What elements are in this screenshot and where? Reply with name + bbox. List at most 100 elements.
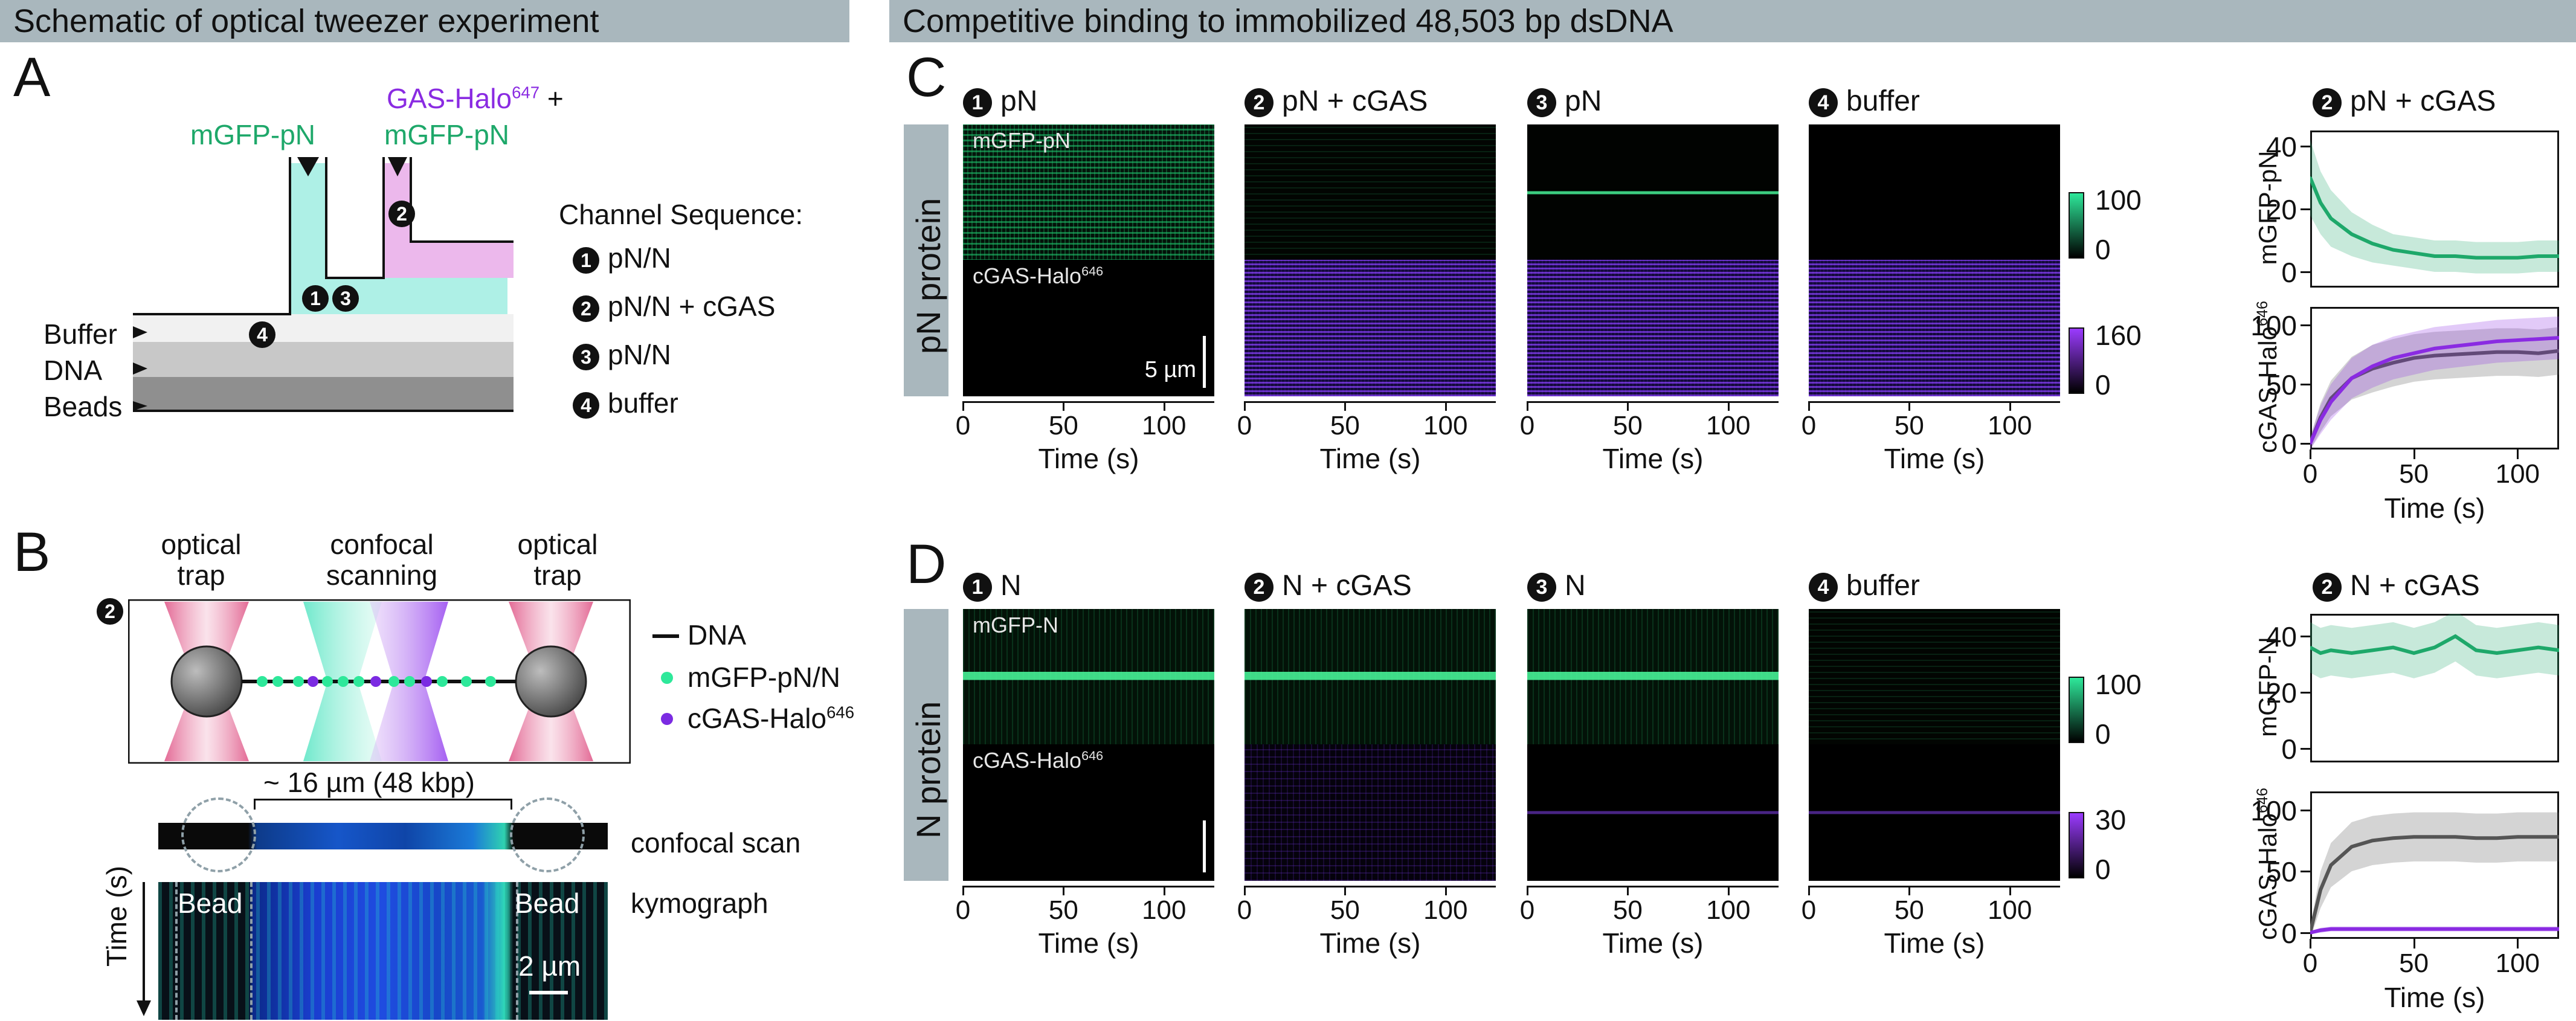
label-kymograph: kymograph xyxy=(631,887,768,919)
colorbar-purple xyxy=(2069,812,2084,878)
kymo-title-1: 1 pN xyxy=(963,85,1037,118)
channel-item-2: 2 pN/N + cGAS xyxy=(573,291,775,322)
data-point xyxy=(2319,929,2322,932)
x-tick-label: 100 xyxy=(1706,411,1751,440)
x-axis-3 xyxy=(1527,401,1779,403)
data-point xyxy=(2558,836,2559,839)
kymo-title-text-1: N xyxy=(1000,570,1022,602)
colorbar-green-min: 0 xyxy=(2095,718,2111,750)
x-axis-title-1: Time (s) xyxy=(1038,927,1139,959)
series-band-2 xyxy=(2310,316,2559,449)
data-point xyxy=(2350,845,2353,848)
legend-dna-line xyxy=(652,634,679,638)
flow-label-green-2: mGFP-pN xyxy=(384,119,509,150)
kymo-title-4: 4 buffer xyxy=(1809,569,1920,602)
y-tick xyxy=(2301,271,2310,273)
data-point xyxy=(2558,649,2559,652)
row-label: pN protein xyxy=(909,198,947,354)
scale-bar xyxy=(1203,336,1206,388)
data-point xyxy=(2310,931,2311,934)
x-tick xyxy=(1908,886,1911,895)
kymo-tag-purple: cGAS-Halo646 xyxy=(973,263,1103,289)
legend-green-dot xyxy=(661,672,673,684)
colorbar-purple-max: 30 xyxy=(2095,804,2127,836)
data-point xyxy=(2496,837,2498,840)
kymo-title-num-1: 1 xyxy=(963,88,992,118)
y-tick xyxy=(2301,146,2310,147)
kymo-green-4 xyxy=(1809,124,2060,261)
x-tick-label: 0 xyxy=(1801,895,1817,925)
data-point xyxy=(2319,651,2322,654)
colorbar-purple-max: 160 xyxy=(2095,320,2142,351)
colorbar-green-min: 0 xyxy=(2095,234,2111,265)
lane-dna: DNA xyxy=(43,355,103,386)
x-tick-label: 100 xyxy=(2495,949,2540,978)
x-tick xyxy=(1627,401,1629,411)
x-tick xyxy=(2310,449,2311,459)
x-tick-label: 100 xyxy=(1423,411,1468,440)
x-tick xyxy=(1808,401,1810,411)
x-axis-title: Time (s) xyxy=(2384,982,2485,1013)
bead-label-left: Bead xyxy=(178,887,243,919)
x-tick xyxy=(2517,449,2519,459)
row-band xyxy=(904,609,948,881)
x-tick-label: 100 xyxy=(1142,411,1187,440)
line-plot xyxy=(2310,791,2559,939)
row-band xyxy=(904,124,948,396)
x-tick xyxy=(2310,939,2311,949)
kymo-green-1: mGFP-pN xyxy=(963,124,1214,261)
x-axis-title-2: Time (s) xyxy=(1319,927,1421,959)
kymo-title-num-3: 3 xyxy=(1527,88,1556,118)
data-point xyxy=(2537,338,2540,341)
x-tick-label: 50 xyxy=(1894,895,1924,925)
x-axis-title-4: Time (s) xyxy=(1884,927,1985,959)
kymo-title-num-4: 4 xyxy=(1809,88,1838,118)
kymo-purple-1: cGAS-Halo646 xyxy=(963,744,1214,881)
data-point xyxy=(2475,649,2478,652)
data-point xyxy=(2433,347,2436,350)
kymo-purple-4 xyxy=(1809,744,2060,881)
x-tick xyxy=(1244,886,1246,895)
kymo-tag-purple-text: cGAS-Halo xyxy=(973,263,1082,288)
x-tick-label: 50 xyxy=(2399,459,2429,489)
y-tick-label: 0 xyxy=(2281,257,2297,288)
kymo-title-num-2: 2 xyxy=(1245,88,1274,118)
channel-text-4: buffer xyxy=(608,387,678,419)
marker-b-2: 2 xyxy=(97,598,123,625)
y-tick xyxy=(2301,809,2310,811)
time-axis-label: Time (s) xyxy=(101,866,132,967)
row-label: N protein xyxy=(909,701,947,839)
line-plot xyxy=(2310,130,2559,288)
series-line-1 xyxy=(2310,176,2559,260)
data-point xyxy=(2433,927,2436,930)
kymograph-image xyxy=(158,882,608,1020)
x-tick-label: 0 xyxy=(1519,895,1535,925)
data-point xyxy=(2475,342,2478,345)
x-tick xyxy=(1808,886,1810,895)
kymo-purple-2 xyxy=(1245,744,1496,881)
data-point xyxy=(2475,256,2478,259)
flow-label-purple: GAS-Halo647 + xyxy=(387,83,564,114)
flow-label-purple-plus: + xyxy=(539,83,564,114)
x-tick xyxy=(1527,401,1528,411)
y-tick-label: 40 xyxy=(2265,621,2297,653)
trap-diagram xyxy=(128,599,631,764)
x-tick xyxy=(962,886,964,895)
kymograph-dash-left xyxy=(250,882,253,1020)
data-point xyxy=(2330,864,2333,866)
data-point xyxy=(2371,242,2374,245)
colorbar-green xyxy=(2069,192,2084,259)
line-plot xyxy=(2310,307,2559,449)
data-point xyxy=(2516,927,2519,930)
data-point xyxy=(2496,651,2498,654)
x-tick-label: 50 xyxy=(1612,411,1643,440)
lane-buffer: Buffer xyxy=(43,318,117,350)
scale-bar xyxy=(1203,820,1206,872)
y-tick xyxy=(2301,691,2310,694)
kymo-green-1: mGFP-N xyxy=(963,609,1214,746)
channel-text-3: pN/N xyxy=(608,339,671,370)
x-tick-label: 0 xyxy=(1237,895,1252,925)
header-right: Competitive binding to immobilized 48,50… xyxy=(889,0,2576,42)
kymo-title-num-1: 1 xyxy=(963,573,992,602)
